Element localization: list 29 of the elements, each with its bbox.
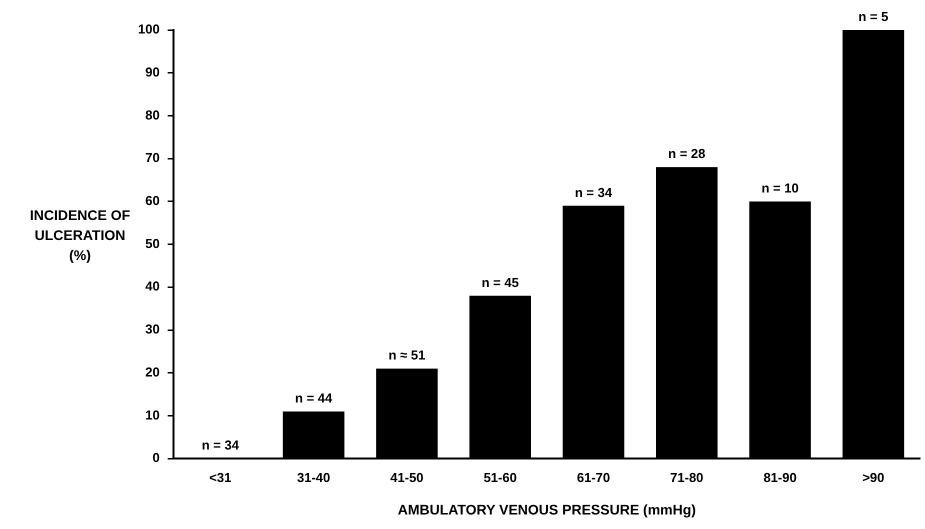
annotation: n = 45 bbox=[482, 274, 519, 290]
x-axis-title: AMBULATORY VENOUS PRESSURE (mmHg) bbox=[398, 501, 696, 518]
annotation: n = 34 bbox=[202, 438, 240, 453]
annotation: n = 34 bbox=[574, 184, 613, 200]
y-tick-label: 50 bbox=[145, 236, 160, 251]
y-tick-label: 100 bbox=[138, 22, 160, 37]
y-tick-label: 10 bbox=[145, 407, 160, 422]
x-tick-label: 71-80 bbox=[670, 470, 704, 485]
y-tick-label: 20 bbox=[145, 364, 160, 380]
y-tick-label: 0 bbox=[152, 450, 160, 466]
y-tick-label: 70 bbox=[145, 150, 160, 166]
x-tick-label: 61-70 bbox=[576, 470, 610, 485]
annotation: n = 10 bbox=[761, 180, 799, 196]
y-tick-label: 80 bbox=[145, 107, 160, 122]
x-tick-label: 51-60 bbox=[484, 470, 517, 485]
annotation: n = 5 bbox=[858, 9, 888, 24]
y-tick-label: 90 bbox=[145, 64, 160, 80]
annotation: n ≈ 51 bbox=[388, 348, 426, 363]
x-tick-label: 31-40 bbox=[297, 470, 330, 485]
x-tick-label: 41-50 bbox=[390, 470, 424, 485]
x-tick-label: <31 bbox=[209, 470, 232, 485]
y-axis-title: INCIDENCE OF ULCERATION (%) bbox=[30, 207, 130, 263]
y-tick-label: 40 bbox=[145, 278, 160, 294]
annotation: n = 44 bbox=[295, 390, 333, 406]
annotation: n = 28 bbox=[668, 146, 706, 162]
x-tick-label: >90 bbox=[862, 470, 884, 485]
x-tick-label: 81-90 bbox=[763, 470, 797, 485]
y-tick-label: 30 bbox=[145, 322, 160, 337]
y-tick-label: 60 bbox=[145, 193, 160, 208]
